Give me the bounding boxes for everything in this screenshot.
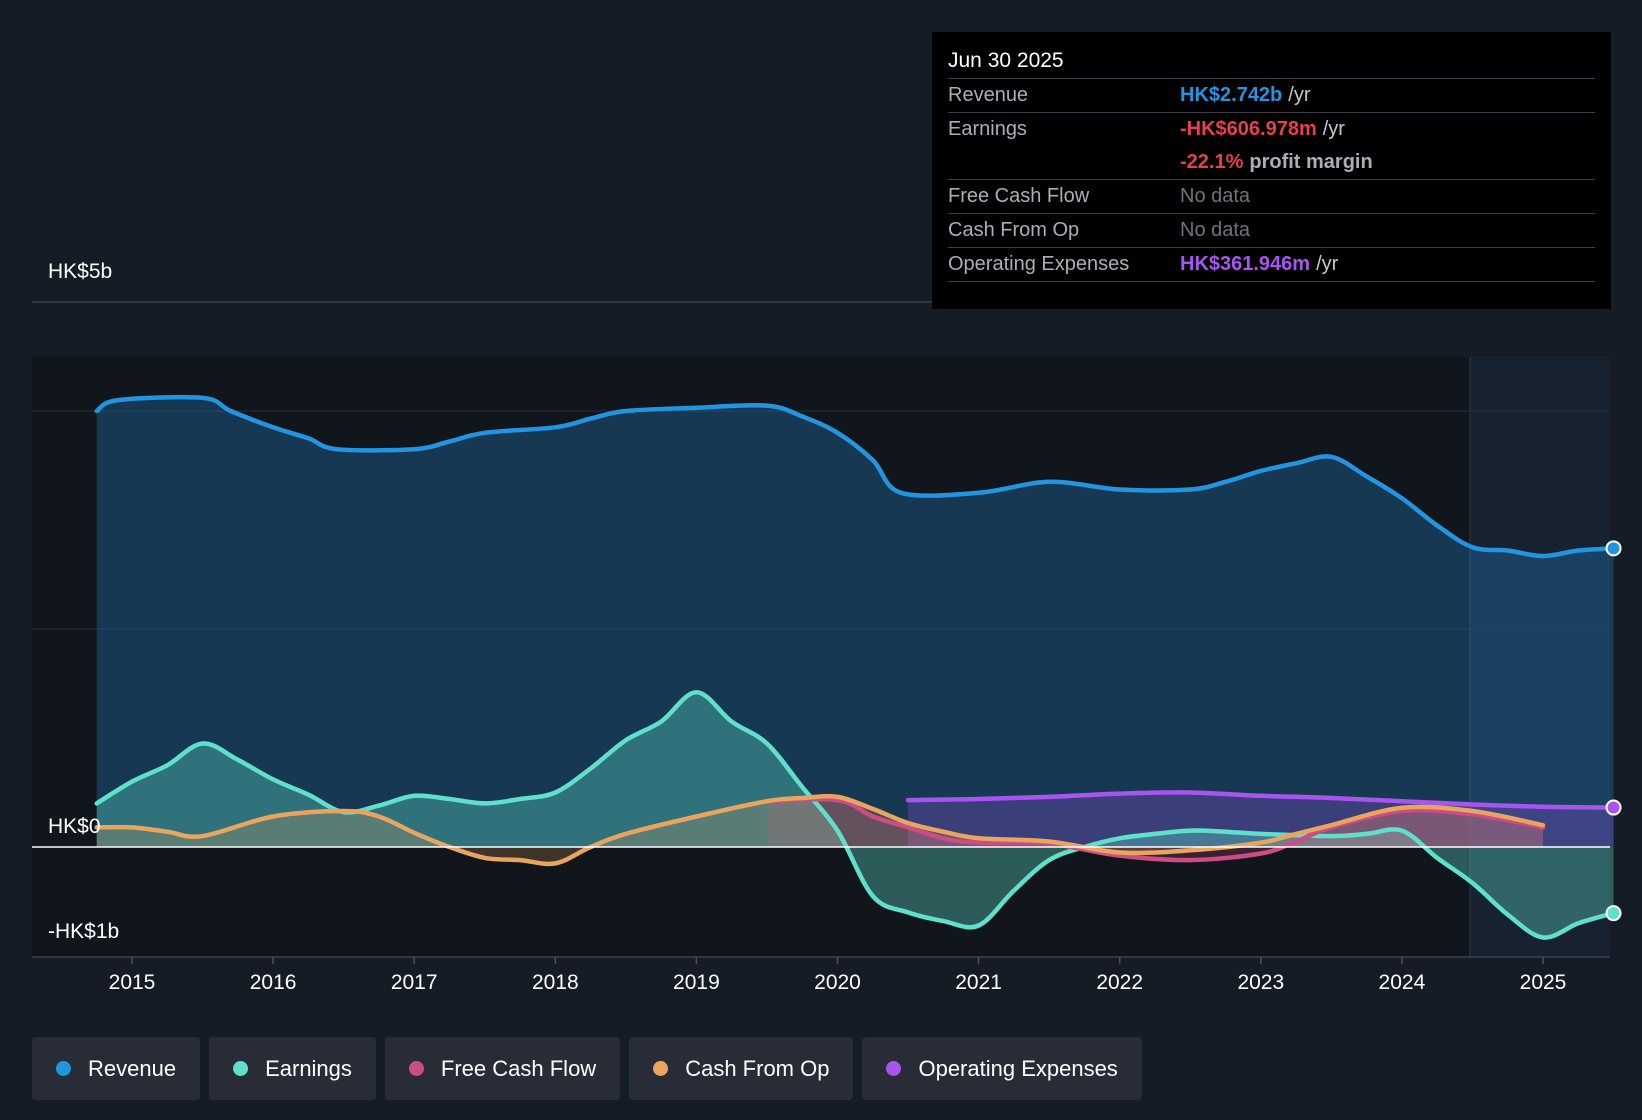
endpoint-operating-expenses [1605,799,1622,816]
y-axis-labels: HK$5b HK$0 -HK$1b [48,260,119,943]
tooltip-opex-unit: /yr [1316,253,1339,275]
line-cash-from-op [94,793,1546,867]
x-tick-label: 2016 [250,971,297,994]
series-endpoints [1605,540,1622,922]
free-cash-flow-dot-icon [408,1061,424,1076]
tooltip-row-earnings: Earnings -HK$606.978m/yr [948,113,1595,146]
x-tick-label: 2021 [955,971,1002,994]
tooltip-cfo-value: No data [1180,219,1251,241]
endpoint-revenue [1605,540,1622,557]
tooltip-margin-text: profit margin [1249,151,1373,173]
tooltip-revenue-unit: /yr [1288,84,1311,106]
legend-item-free-cash-flow[interactable]: Free Cash Flow [384,1037,621,1100]
tooltip-row-fcf: Free Cash Flow No data [948,180,1595,214]
tooltip-opex-label: Operating Expenses [948,253,1130,275]
legend-label-earnings: Earnings [265,1055,352,1081]
legend-item-operating-expenses[interactable]: Operating Expenses [862,1037,1142,1100]
legend-label-cash-from-op: Cash From Op [685,1055,830,1081]
cash-from-op-dot-icon [653,1061,669,1076]
legend-item-earnings[interactable]: Earnings [209,1037,376,1100]
plot-background [32,357,1610,957]
tooltip-fcf-value: No data [1180,185,1251,207]
tooltip-row-opex: Operating Expenses HK$361.946m/yr [948,248,1595,282]
legend: Revenue Earnings Free Cash Flow Cash Fro… [32,1037,1142,1100]
tooltip-cfo-label: Cash From Op [948,219,1080,241]
x-tick-label: 2019 [673,971,720,994]
x-tick-label: 2015 [109,971,156,994]
x-tick-label: 2020 [814,971,861,994]
tooltip-revenue-label: Revenue [948,84,1029,106]
tooltip-date: Jun 30 2025 [948,44,1595,79]
area-free-cash-flow [766,799,1543,861]
line-free-cash-flow [764,796,1546,863]
tooltip-opex-value: HK$361.946m [1180,253,1311,275]
y-tick-label: HK$5b [48,260,112,283]
x-axis-labels: 2015 2016 2017 2018 2019 2020 2021 2022 2023 2024… [109,957,1567,994]
data-tooltip: Jun 30 2025 Revenue HK$2.742b/yr Earning… [932,32,1611,309]
x-tick-label: 2018 [532,971,579,994]
y-tick-label: HK$0 [48,815,101,838]
tooltip-row-revenue: Revenue HK$2.742b/yr [948,79,1595,113]
area-revenue [96,397,1614,847]
endpoint-earnings [1605,905,1622,922]
tooltip-fcf-label: Free Cash Flow [948,185,1090,207]
revenue-dot-icon [56,1061,71,1076]
x-tick-label: 2022 [1096,971,1143,994]
series-lines [94,394,1616,940]
area-earnings [96,692,1614,938]
x-tick-label: 2023 [1237,971,1284,994]
tooltip-earnings-unit: /yr [1322,118,1345,140]
operating-expenses-dot-icon [886,1061,902,1076]
line-operating-expenses [905,790,1616,810]
highlight-region [1470,357,1610,957]
tooltip-earnings-label: Earnings [948,118,1027,140]
legend-item-cash-from-op[interactable]: Cash From Op [629,1037,854,1100]
tooltip-revenue-value: HK$2.742b [1180,84,1283,106]
y-tick-label: -HK$1b [48,920,119,943]
line-revenue [94,394,1616,559]
legend-item-revenue[interactable]: Revenue [32,1037,201,1100]
x-tick-label: 2024 [1379,971,1426,994]
x-tick-label: 2025 [1520,971,1567,994]
earnings-dot-icon [233,1061,249,1076]
tooltip-row-margin: -22.1% profit margin [948,146,1595,180]
tooltip-row-cfo: Cash From Op No data [948,214,1595,248]
tooltip-margin-value: -22.1% [1180,151,1244,173]
tooltip-earnings-value: -HK$606.978m [1180,118,1317,140]
x-tick-label: 2017 [391,971,438,994]
legend-label-operating-expenses: Operating Expenses [918,1055,1118,1081]
legend-label-revenue: Revenue [88,1055,177,1081]
legend-label-free-cash-flow: Free Cash Flow [440,1055,597,1081]
